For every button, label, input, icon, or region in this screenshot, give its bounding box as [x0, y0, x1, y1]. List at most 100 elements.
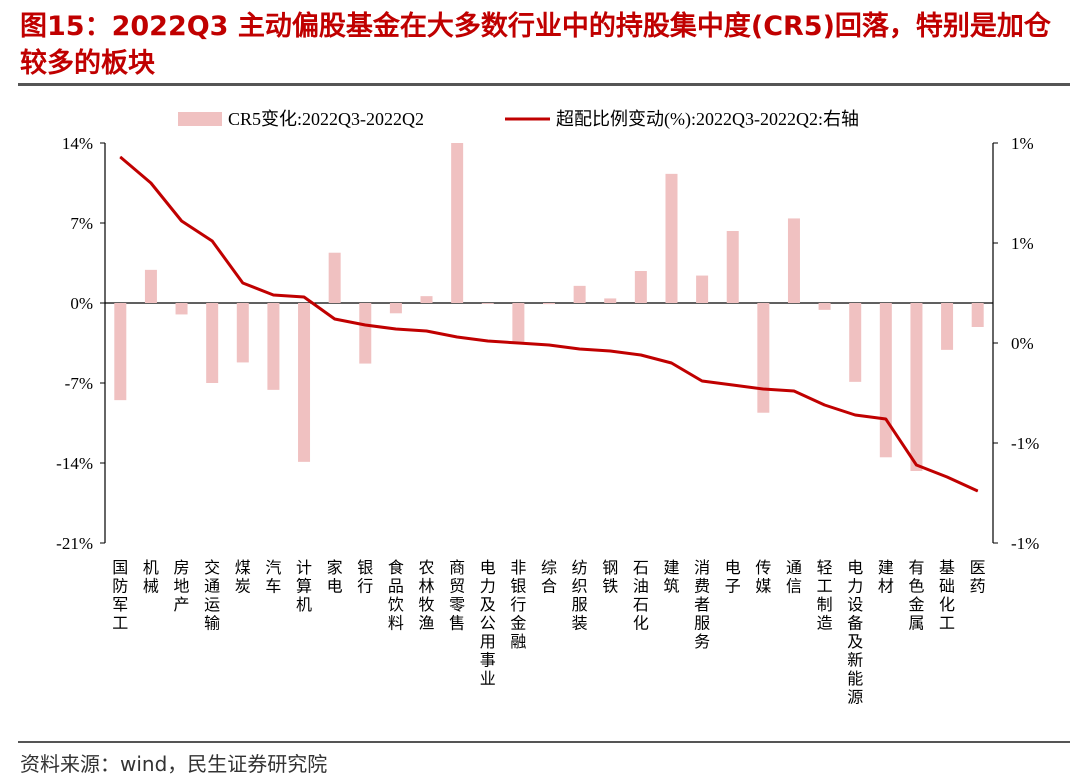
line-point: [395, 328, 397, 330]
line-point: [272, 294, 274, 296]
title-text: 2022Q3 主动偏股基金在大多数行业中的持股集中度(CR5)回落，特别是加仓较…: [20, 11, 1051, 79]
cr5-bar: [604, 298, 617, 303]
right-tick-label: -1%: [1011, 534, 1039, 553]
category-label: 纺织服装: [572, 558, 588, 633]
line-point: [456, 336, 458, 338]
legend: CR5变化:2022Q3-2022Q2 超配比例变动(%):2022Q3-202…: [178, 109, 859, 130]
category-label: 有色金属: [908, 558, 924, 633]
left-tick-label: 7%: [70, 214, 93, 233]
category-label: 综合: [541, 558, 557, 596]
right-tick-label: 0%: [1011, 334, 1034, 353]
cr5-bar: [175, 303, 188, 315]
category-label: 煤炭: [235, 558, 251, 596]
line-point: [915, 464, 917, 466]
category-label: 通信: [786, 558, 802, 596]
category-label: 非银行金融: [510, 558, 526, 651]
title-rule: [18, 83, 1070, 86]
category-label: 计算机: [296, 558, 312, 614]
legend-bar-label: CR5变化:2022Q3-2022Q2: [228, 109, 424, 129]
line-point: [977, 490, 979, 492]
bar-series: [114, 143, 984, 471]
overweight-change-line: [119, 155, 979, 493]
category-label: 电子: [725, 558, 741, 596]
cr5-bar: [144, 269, 157, 303]
line-point: [854, 414, 856, 416]
category-label: 医药: [970, 558, 986, 596]
cr5-bar: [206, 303, 219, 383]
line-point: [793, 390, 795, 392]
line-point: [242, 282, 244, 284]
category-label: 传媒: [755, 558, 771, 596]
line-point: [640, 354, 642, 356]
line-point: [517, 342, 519, 344]
line-point: [732, 384, 734, 386]
category-label: 房地产: [174, 558, 190, 614]
cr5-bar: [818, 303, 831, 310]
category-label: 国防军工: [112, 558, 128, 633]
line-point: [303, 296, 305, 298]
cr5-bar: [573, 285, 586, 303]
cr5-bar: [298, 303, 311, 462]
category-label: 汽车: [265, 558, 281, 596]
line-point: [364, 324, 366, 326]
category-label: 商贸零售: [449, 558, 465, 633]
line-point: [211, 240, 213, 242]
category-label: 建筑: [663, 558, 679, 596]
line-point: [334, 318, 336, 320]
line-point: [946, 476, 948, 478]
source-note: 资料来源：wind，民生证券研究院: [20, 752, 328, 776]
right-tick-label: 1%: [1011, 134, 1034, 153]
cr5-bar: [512, 303, 525, 342]
legend-line-label: 超配比例变动(%):2022Q3-2022Q2:右轴: [556, 109, 859, 130]
legend-bar-swatch: [178, 112, 222, 126]
cr5-bar: [787, 218, 800, 303]
category-label: 石油石化: [633, 558, 649, 633]
chart-title: 图15：2022Q3 主动偏股基金在大多数行业中的持股集中度(CR5)回落，特别…: [20, 8, 1070, 82]
left-tick-label: 14%: [62, 134, 93, 153]
line-point: [579, 348, 581, 350]
cr5-bar: [389, 303, 402, 314]
line-point: [670, 362, 672, 364]
axes: 14% 7% 0% -7% -14% -21% 1% 1% 0% -1% -1%: [56, 134, 1039, 553]
cr5-bar: [328, 252, 341, 303]
category-label: 消费者服务: [694, 558, 710, 651]
category-labels: 国防军工机械房地产交通运输煤炭汽车计算机家电银行食品饮料农林牧渔商贸零售电力及公…: [112, 558, 985, 707]
cr5-bar: [481, 303, 494, 304]
footer-rule: [18, 741, 1070, 743]
figure-number: 图15：: [20, 11, 112, 42]
category-label: 轻工制造: [817, 558, 833, 633]
line-point: [609, 350, 611, 352]
left-tick-label: -21%: [56, 534, 93, 553]
cr5-bar: [696, 275, 709, 303]
cr5-bar: [849, 303, 862, 382]
category-label: 食品饮料: [388, 558, 404, 633]
left-tick-label: -7%: [65, 374, 93, 393]
left-tick-label: 0%: [70, 294, 93, 313]
cr5-bar: [941, 303, 954, 350]
line-point: [487, 340, 489, 342]
line-point: [824, 404, 826, 406]
right-tick-label: 1%: [1011, 234, 1034, 253]
line-point: [701, 380, 703, 382]
category-label: 家电: [327, 558, 343, 596]
cr5-bar: [267, 303, 280, 390]
line-point: [181, 220, 183, 222]
cr5-bar: [971, 303, 984, 327]
category-label: 电力及公用事业: [480, 558, 496, 688]
category-label: 建材: [878, 558, 894, 596]
category-label: 钢铁: [602, 558, 618, 596]
cr5-bar: [114, 303, 127, 401]
cr5-bar: [236, 303, 249, 363]
cr5-bar: [451, 143, 464, 303]
cr5-bar: [359, 303, 372, 364]
cr5-bar: [634, 271, 647, 303]
cr5-bar: [726, 231, 739, 303]
left-tick-label: -14%: [56, 454, 93, 473]
line-series: [119, 155, 979, 493]
line-point: [426, 330, 428, 332]
line-point: [119, 156, 121, 158]
cr5-bar: [757, 303, 770, 413]
right-tick-label: -1%: [1011, 434, 1039, 453]
cr5-bar: [665, 173, 678, 303]
cr5-bar: [879, 303, 892, 458]
